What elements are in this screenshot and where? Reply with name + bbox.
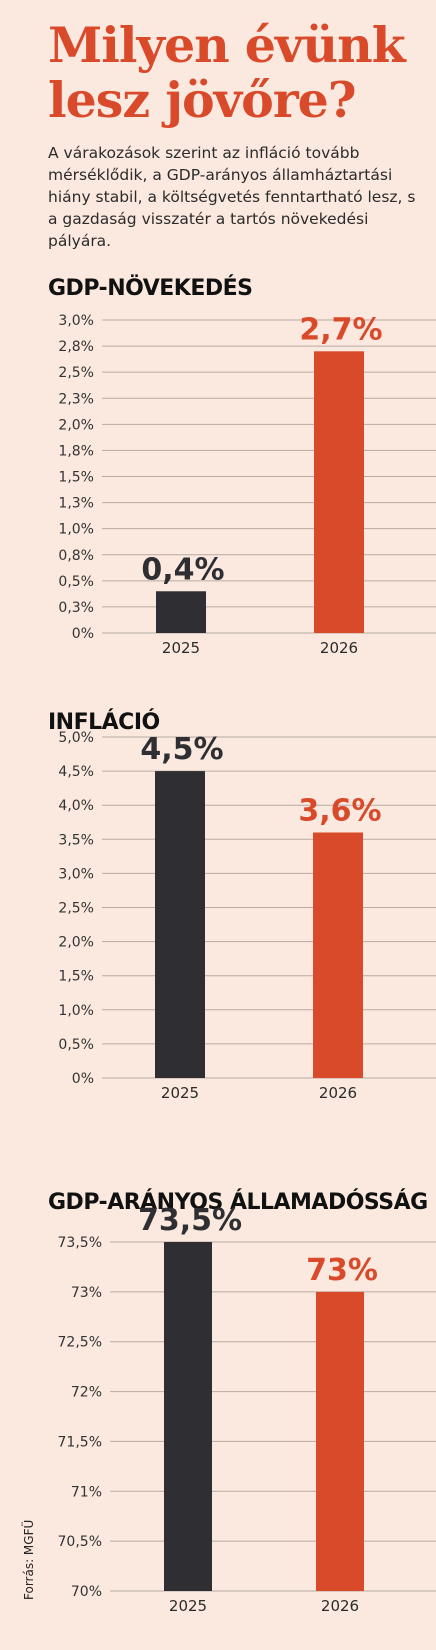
public-debt-title: GDP-ARÁNYOS ÁLLAMADÓSSÁG [48, 1190, 428, 1215]
gdp-growth-chart: 0% 0,3% 0,5% 0,8% 1,0% 1,3% 1,5% 1,8% 2,0% 2,3% 2,… [58, 312, 436, 657]
y-tick-label: 1,0% [58, 522, 94, 538]
public-debt-chart: 70% 70,5% 71% 71,5% 72% 72,5% 73% 73,5% 73,5% 202… [58, 1203, 436, 1615]
y-tick-label: 71% [71, 1484, 102, 1500]
inflation-title: INFLÁCIÓ [48, 710, 160, 735]
y-tick-label: 0% [72, 1071, 94, 1087]
data-label-2026: 2,7% [299, 312, 382, 347]
y-tick-label: 1,0% [58, 1003, 94, 1019]
y-tick-label: 0,3% [58, 600, 94, 616]
page-title: Milyen évünk lesz jövőre? [48, 16, 406, 129]
y-tick-label: 72% [71, 1385, 102, 1401]
category-label-2025: 2025 [169, 1597, 207, 1615]
category-label-2025: 2025 [161, 1084, 199, 1102]
y-tick-label: 2,5% [58, 365, 94, 381]
data-label-2025: 4,5% [140, 732, 223, 767]
y-tick-label: 0,5% [58, 574, 94, 590]
y-tick-label: 71,5% [58, 1434, 102, 1450]
y-tick-label: 4,5% [58, 764, 94, 780]
y-tick-label: 0,5% [58, 1037, 94, 1053]
y-tick-label: 0,8% [58, 548, 94, 564]
y-tick-label: 73,5% [58, 1235, 102, 1251]
category-label-2025: 2025 [162, 639, 200, 657]
y-tick-label: 0% [72, 626, 94, 642]
y-tick-label: 1,8% [58, 443, 94, 459]
category-label-2026: 2026 [320, 639, 358, 657]
y-tick-label: 2,0% [58, 417, 94, 433]
bar-2026 [314, 351, 364, 633]
y-tick-label: 70% [71, 1584, 102, 1600]
data-label-2026: 3,6% [298, 793, 381, 828]
data-label-2025: 73,5% [138, 1203, 242, 1238]
inflation-chart: 0% 0,5% 1,0% 1,5% 2,0% 2,5% 3,0% 3,5% 4,0% 4,5% 5,… [58, 730, 436, 1102]
category-label-2026: 2026 [319, 1084, 357, 1102]
y-tick-label: 72,5% [58, 1335, 102, 1351]
y-tick-label: 2,3% [58, 391, 94, 407]
data-label-2026: 73% [306, 1253, 378, 1288]
y-tick-label: 5,0% [58, 730, 94, 746]
bar-2026 [316, 1291, 364, 1591]
intro-text: A várakozások szerint az infláció tovább… [48, 144, 416, 250]
y-tick-label: 3,0% [58, 313, 94, 329]
y-tick-label: 2,0% [58, 935, 94, 951]
bar-2025 [164, 1242, 212, 1591]
y-tick-label: 2,8% [58, 339, 94, 355]
y-tick-label: 1,5% [58, 470, 94, 486]
y-tick-label: 70,5% [58, 1534, 102, 1550]
y-tick-label: 1,5% [58, 969, 94, 985]
y-tick-label: 1,3% [58, 496, 94, 512]
source-note: Forrás: MGFÜ [22, 1519, 36, 1600]
category-label-2026: 2026 [321, 1597, 359, 1615]
y-tick-label: 3,0% [58, 866, 94, 882]
y-tick-label: 2,5% [58, 901, 94, 917]
y-tick-label: 3,5% [58, 832, 94, 848]
gdp-growth-title: GDP-NÖVEKEDÉS [48, 276, 253, 301]
data-label-2025: 0,4% [141, 552, 224, 587]
bar-2025 [155, 771, 205, 1078]
bar-2025 [156, 591, 206, 633]
bar-2026 [313, 832, 363, 1078]
y-tick-label: 73% [71, 1285, 102, 1301]
y-tick-label: 4,0% [58, 798, 94, 814]
